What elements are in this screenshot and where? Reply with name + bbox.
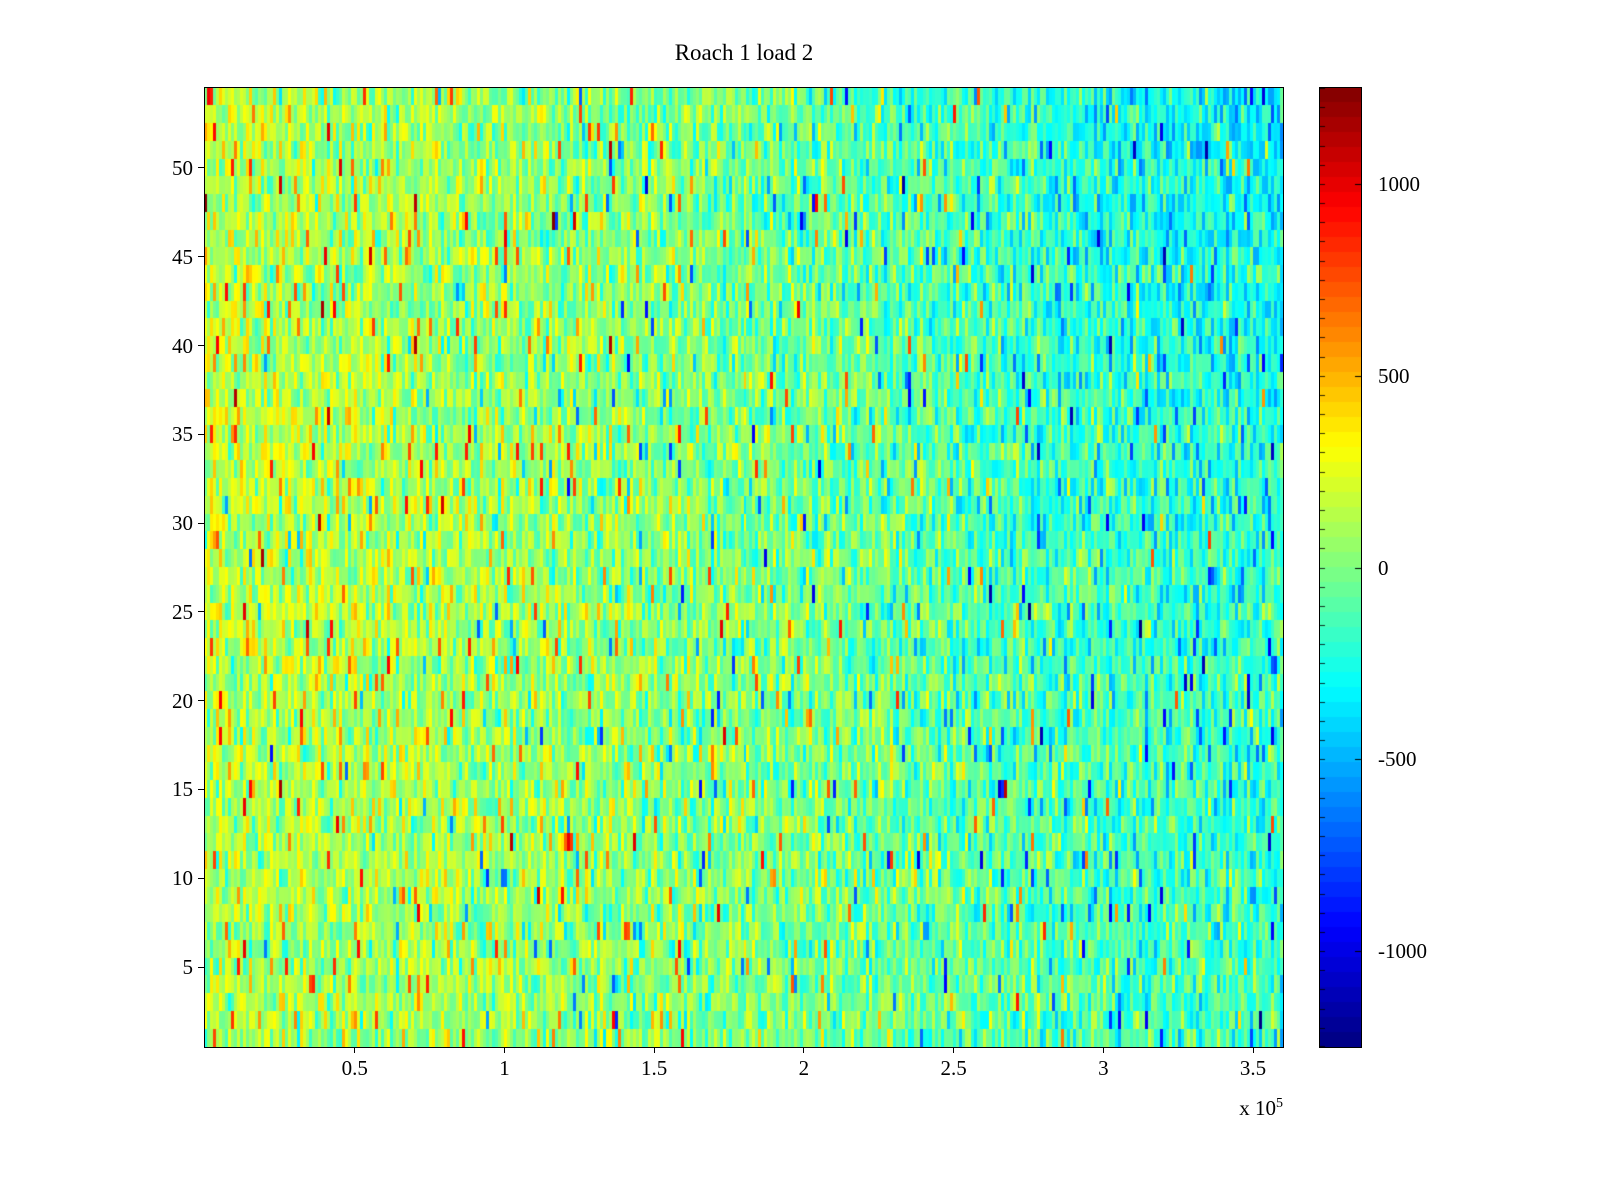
x-tick bbox=[354, 1047, 356, 1053]
heatmap-canvas bbox=[205, 88, 1283, 1047]
y-tick-label: 15 bbox=[172, 777, 193, 802]
colorbar-tick-label: 0 bbox=[1378, 555, 1389, 580]
colorbar bbox=[1319, 87, 1362, 1048]
y-tick-label: 25 bbox=[172, 599, 193, 624]
y-tick-label: 10 bbox=[172, 866, 193, 891]
colorbar-canvas bbox=[1320, 88, 1361, 1047]
y-tick bbox=[198, 433, 204, 435]
y-tick-label: 20 bbox=[172, 688, 193, 713]
colorbar-tick-label: -1000 bbox=[1378, 939, 1427, 964]
y-tick bbox=[198, 700, 204, 702]
y-tick-label: 35 bbox=[172, 422, 193, 447]
x-tick bbox=[803, 1047, 805, 1053]
chart-title: Roach 1 load 2 bbox=[674, 40, 814, 65]
x-tick bbox=[1252, 1047, 1254, 1053]
y-tick-label: 50 bbox=[172, 155, 193, 180]
y-tick bbox=[198, 167, 204, 169]
y-tick bbox=[198, 877, 204, 879]
x-tick-label: 3.5 bbox=[1239, 1056, 1267, 1080]
colorbar-tick-label: 1000 bbox=[1378, 171, 1420, 196]
y-tick bbox=[198, 345, 204, 346]
plot-area bbox=[204, 87, 1284, 1048]
x-tick-label: 1 bbox=[499, 1056, 510, 1080]
x-tick-label: 1.5 bbox=[641, 1056, 668, 1080]
y-tick bbox=[198, 256, 204, 258]
x-scale-exponent: 5 bbox=[1276, 1096, 1283, 1111]
x-tick bbox=[1102, 1047, 1104, 1053]
x-tick-label: 2.5 bbox=[940, 1056, 967, 1080]
x-tick-label: 3 bbox=[1098, 1056, 1109, 1080]
x-tick bbox=[953, 1047, 955, 1053]
y-tick-label: 30 bbox=[172, 511, 193, 536]
y-tick bbox=[198, 966, 204, 968]
x-tick bbox=[653, 1047, 655, 1053]
colorbar-tick-label: 500 bbox=[1378, 363, 1410, 388]
x-tick-label: 2 bbox=[798, 1056, 810, 1080]
y-tick bbox=[198, 788, 204, 790]
y-tick-label: 45 bbox=[172, 244, 193, 269]
x-tick bbox=[503, 1047, 505, 1053]
y-tick bbox=[198, 611, 204, 613]
y-tick bbox=[198, 522, 204, 524]
colorbar-tick-label: -500 bbox=[1378, 747, 1417, 772]
y-tick-label: 40 bbox=[172, 333, 193, 358]
y-tick-label: 5 bbox=[182, 955, 194, 980]
x-scale-mantissa: x 10 bbox=[1239, 1096, 1276, 1120]
x-axis-scale-label: x 105 bbox=[1143, 1096, 1283, 1121]
x-tick-label: 0.5 bbox=[341, 1056, 368, 1080]
